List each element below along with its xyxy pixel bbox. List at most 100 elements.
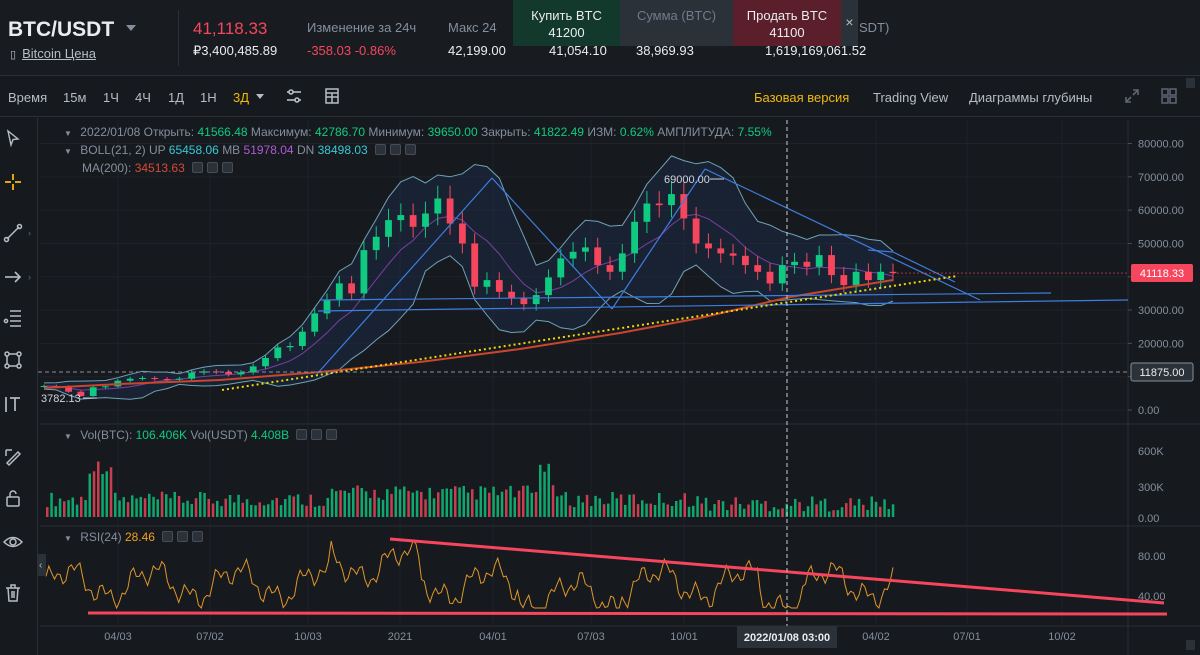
close-value: 41822.49 (533, 125, 584, 139)
volume-bar (407, 490, 410, 517)
collapse-icon[interactable]: ▼ (64, 432, 72, 441)
settings-icon[interactable] (177, 531, 189, 542)
eye-icon[interactable] (0, 528, 26, 556)
buy-button[interactable]: Купить BTC 41200 (513, 0, 620, 46)
volume-bar (88, 473, 91, 517)
price-tick-label: 30000.00 (1138, 305, 1184, 317)
volume-bar (322, 505, 325, 517)
close-icon[interactable] (192, 531, 204, 542)
candle-body (655, 203, 663, 206)
interval-1h[interactable]: 1Ч (103, 90, 119, 105)
pattern-nodes-icon[interactable] (0, 346, 26, 374)
layout-grid-icon[interactable] (1160, 87, 1178, 105)
settings-icon[interactable] (207, 162, 219, 173)
close-icon[interactable] (326, 429, 338, 440)
volume-bar (301, 504, 304, 517)
view-depth[interactable]: Диаграммы глубины (969, 90, 1093, 105)
settings-icon[interactable] (311, 429, 323, 440)
interval-3d[interactable]: 3Д (233, 90, 250, 105)
candle-body (705, 243, 712, 249)
volume-bar (143, 498, 147, 517)
interval-1w[interactable]: 1Н (200, 90, 217, 105)
visibility-icon[interactable] (375, 144, 387, 155)
collapse-icon[interactable]: ▼ (64, 147, 72, 156)
volume-bar (445, 488, 448, 517)
chevron-down-icon[interactable] (126, 25, 136, 31)
chevron-right-icon[interactable]: › (28, 228, 31, 238)
lock-icon[interactable] (0, 484, 26, 512)
volume-bar (186, 500, 189, 517)
volume-bar (165, 494, 168, 517)
volume-bar (262, 505, 266, 517)
settings-icon[interactable] (390, 144, 402, 155)
high-24h-value: 42,199.00 (448, 43, 506, 58)
volume-bar (228, 495, 232, 517)
close-icon[interactable] (222, 162, 234, 173)
volume-bar (836, 510, 839, 517)
candle-body (803, 261, 811, 267)
brush-icon[interactable] (0, 443, 26, 471)
candle-body (520, 298, 528, 305)
fib-levels-icon[interactable] (0, 304, 26, 332)
candle-body (717, 248, 725, 254)
close-icon[interactable] (405, 144, 417, 155)
fullscreen-icon[interactable] (1123, 87, 1141, 105)
interval-15m[interactable]: 15м (63, 90, 87, 105)
candle-body (126, 378, 134, 381)
candle-body (508, 291, 515, 299)
volume-bar (594, 495, 597, 517)
volume-bar (683, 493, 686, 517)
collapse-icon[interactable]: ▼ (64, 534, 72, 543)
volume-bar (534, 492, 538, 517)
trend-line-icon[interactable] (0, 219, 26, 247)
candle-body (335, 283, 343, 301)
candle-body (200, 371, 208, 373)
trash-icon[interactable] (0, 579, 26, 607)
amount-input[interactable]: Сумма (BTC) (620, 0, 733, 46)
view-tradingview[interactable]: Trading View (873, 90, 949, 105)
volume-bar (58, 498, 62, 517)
collapse-icon[interactable]: ▼ (64, 129, 72, 138)
indicator-settings-icon[interactable] (285, 87, 303, 105)
interval-1d[interactable]: 1Д (168, 90, 185, 105)
time-tick-label: 07/03 (577, 631, 605, 643)
chevron-down-icon[interactable] (256, 94, 264, 99)
ma-value: 34513.63 (134, 161, 185, 175)
chart-type-icon[interactable] (323, 87, 341, 105)
volume-bar (330, 488, 334, 517)
volume-bar (645, 503, 648, 517)
volume-bar (798, 502, 801, 517)
time-tick-label: 04/01 (479, 631, 507, 643)
view-basic[interactable]: Базовая версия (754, 90, 850, 105)
volume-bar (199, 492, 202, 517)
candle-body (397, 215, 405, 221)
visibility-icon[interactable] (192, 162, 204, 173)
visibility-icon[interactable] (162, 531, 174, 542)
coin-info-link[interactable]: Bitcoin Цена (22, 46, 96, 61)
ray-arrow-icon[interactable] (0, 263, 26, 291)
volume-bar (411, 492, 414, 517)
candle-body (729, 253, 737, 256)
close-icon[interactable]: × (845, 14, 854, 30)
volume-bar (335, 491, 338, 517)
volume-bar (207, 498, 210, 517)
volume-bar (551, 485, 555, 517)
volume-bar (420, 491, 423, 517)
quick-order-panel: Купить BTC 41200 Сумма (BTC) Продать BTC… (513, 0, 858, 46)
chevron-right-icon[interactable]: › (28, 272, 31, 282)
pair-selector[interactable]: BTC/USDT (8, 18, 115, 41)
sell-price: 41100 (769, 25, 805, 40)
text-tool-icon[interactable] (0, 390, 26, 418)
volume-bar (135, 498, 138, 517)
cursor-arrow-icon[interactable] (0, 124, 26, 152)
volume-bar (313, 506, 317, 517)
sell-button[interactable]: Продать BTC 41100 (733, 0, 841, 46)
scroll-down-button (1186, 640, 1195, 650)
crosshair-icon[interactable] (0, 168, 26, 196)
visibility-icon[interactable] (296, 429, 308, 440)
user-drawings: 69000.00 3782.13 (38, 168, 1129, 405)
volume-bar (704, 497, 708, 517)
candle-body (348, 283, 355, 294)
interval-4h[interactable]: 4Ч (135, 90, 151, 105)
